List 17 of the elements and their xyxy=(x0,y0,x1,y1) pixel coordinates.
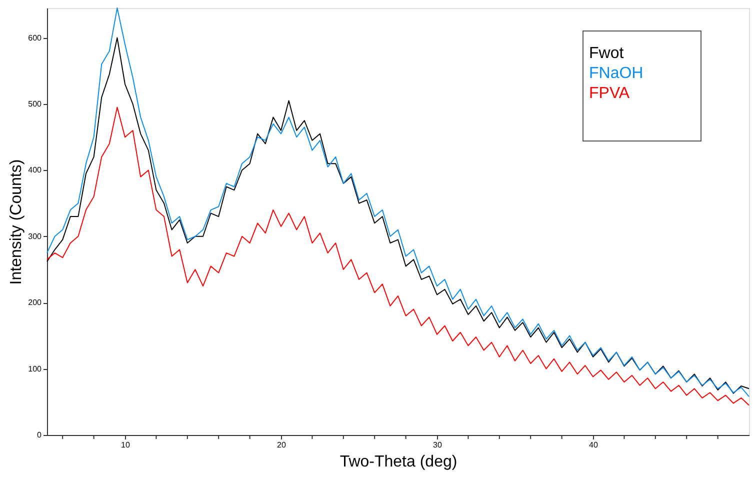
y-tick-label: 200 xyxy=(28,298,42,308)
text: FPVA xyxy=(589,85,630,102)
y-tick-label: 400 xyxy=(28,166,42,175)
y-axis-title: Intensity (Counts) xyxy=(8,159,26,285)
y-tick-label: 0 xyxy=(37,430,42,440)
x-tick-label: 20 xyxy=(277,440,286,450)
y-tick-label: 300 xyxy=(28,232,42,241)
y-tick-label: 100 xyxy=(28,364,42,374)
x-tick-label: 40 xyxy=(589,440,598,450)
y-tick-label: 500 xyxy=(28,99,42,108)
x-tick-label: 30 xyxy=(433,440,442,450)
text: FNaOH xyxy=(589,65,644,82)
y-tick-label: 600 xyxy=(28,33,42,42)
line-series xyxy=(46,106,750,406)
x-axis-title: Two-Theta (deg) xyxy=(340,454,458,470)
x-tick-label: 10 xyxy=(121,440,130,450)
text: Fwot xyxy=(589,45,624,62)
